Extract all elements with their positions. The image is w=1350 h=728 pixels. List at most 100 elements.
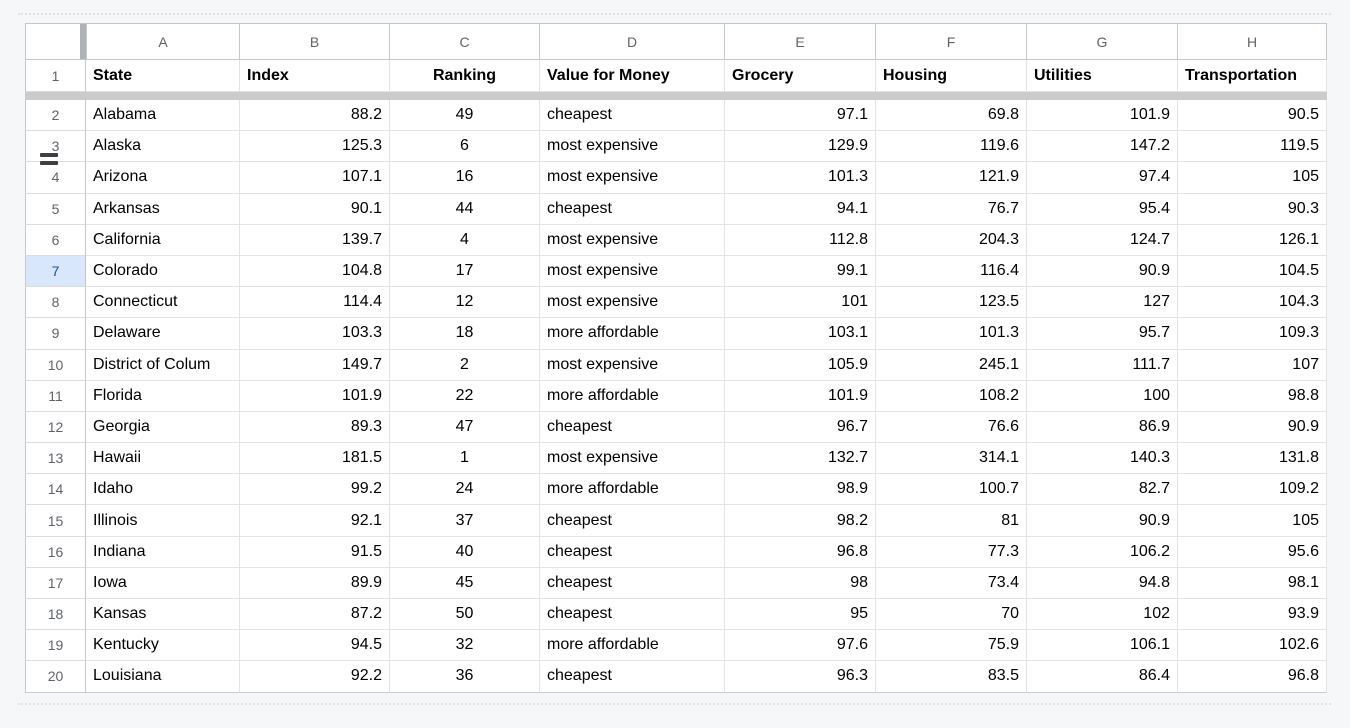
cell-B13[interactable]: 181.5 xyxy=(240,443,390,475)
cell-C5[interactable]: 44 xyxy=(390,193,540,225)
row-header-16[interactable]: 16 xyxy=(25,536,86,568)
cell-E7[interactable]: 99.1 xyxy=(725,255,876,288)
cell-A7[interactable]: Colorado xyxy=(86,255,240,288)
cell-H19[interactable]: 102.6 xyxy=(1178,630,1327,662)
cell-H8[interactable]: 104.3 xyxy=(1178,287,1327,319)
cell-C2[interactable]: 49 xyxy=(390,100,540,132)
freeze-column-handle[interactable] xyxy=(80,24,86,59)
cell-H9[interactable]: 109.3 xyxy=(1178,318,1327,350)
cell-G14[interactable]: 82.7 xyxy=(1027,474,1178,506)
cell-F3[interactable]: 119.6 xyxy=(876,131,1027,163)
cell-A20[interactable]: Louisiana xyxy=(86,661,240,693)
cell-A14[interactable]: Idaho xyxy=(86,474,240,506)
cell-F16[interactable]: 77.3 xyxy=(876,536,1027,568)
cell-D15[interactable]: cheapest xyxy=(540,505,725,537)
cell-H18[interactable]: 93.9 xyxy=(1178,599,1327,631)
cell-F19[interactable]: 75.9 xyxy=(876,630,1027,662)
row-header-20[interactable]: 20 xyxy=(25,661,86,693)
cell-G13[interactable]: 140.3 xyxy=(1027,443,1178,475)
cell-E17[interactable]: 98 xyxy=(725,567,876,599)
cell-E12[interactable]: 96.7 xyxy=(725,411,876,444)
cell-H14[interactable]: 109.2 xyxy=(1178,474,1327,506)
column-header-F[interactable]: F xyxy=(876,23,1027,60)
row-header-2[interactable]: 2 xyxy=(25,100,86,132)
cell-E19[interactable]: 97.6 xyxy=(725,630,876,662)
row-header-1[interactable]: 1 xyxy=(25,60,86,92)
cell-E3[interactable]: 129.9 xyxy=(725,131,876,163)
cell-B11[interactable]: 101.9 xyxy=(240,380,390,412)
cell-F6[interactable]: 204.3 xyxy=(876,224,1027,256)
cell-H11[interactable]: 98.8 xyxy=(1178,380,1327,412)
cell-H1[interactable]: Transportation xyxy=(1178,60,1327,92)
cell-H16[interactable]: 95.6 xyxy=(1178,536,1327,568)
cell-H12[interactable]: 90.9 xyxy=(1178,411,1327,444)
cell-C7[interactable]: 17 xyxy=(390,255,540,288)
cell-A15[interactable]: Illinois xyxy=(86,505,240,537)
cell-G5[interactable]: 95.4 xyxy=(1027,193,1178,225)
cell-G15[interactable]: 90.9 xyxy=(1027,505,1178,537)
cell-G8[interactable]: 127 xyxy=(1027,287,1178,319)
cell-E20[interactable]: 96.3 xyxy=(725,661,876,693)
cell-D10[interactable]: most expensive xyxy=(540,349,725,381)
cell-A11[interactable]: Florida xyxy=(86,380,240,412)
row-header-19[interactable]: 19 xyxy=(25,630,86,662)
cell-H17[interactable]: 98.1 xyxy=(1178,567,1327,599)
cell-B9[interactable]: 103.3 xyxy=(240,318,390,350)
cell-B19[interactable]: 94.5 xyxy=(240,630,390,662)
row-header-11[interactable]: 11 xyxy=(25,380,86,412)
cell-D18[interactable]: cheapest xyxy=(540,599,725,631)
cell-F14[interactable]: 100.7 xyxy=(876,474,1027,506)
cell-H7[interactable]: 104.5 xyxy=(1178,255,1327,288)
cell-D3[interactable]: most expensive xyxy=(540,131,725,163)
row-header-17[interactable]: 17 xyxy=(25,567,86,599)
cell-B4[interactable]: 107.1 xyxy=(240,162,390,194)
cell-B8[interactable]: 114.4 xyxy=(240,287,390,319)
cell-D12[interactable]: cheapest xyxy=(540,411,725,444)
cell-C6[interactable]: 4 xyxy=(390,224,540,256)
cell-A12[interactable]: Georgia xyxy=(86,411,240,444)
cell-H5[interactable]: 90.3 xyxy=(1178,193,1327,225)
cell-E6[interactable]: 112.8 xyxy=(725,224,876,256)
cell-D11[interactable]: more affordable xyxy=(540,380,725,412)
cell-C12[interactable]: 47 xyxy=(390,411,540,444)
cell-H4[interactable]: 105 xyxy=(1178,162,1327,194)
cell-A1[interactable]: State xyxy=(86,60,240,92)
cell-D8[interactable]: most expensive xyxy=(540,287,725,319)
cell-C3[interactable]: 6 xyxy=(390,131,540,163)
column-header-H[interactable]: H xyxy=(1178,23,1327,60)
row-header-14[interactable]: 14 xyxy=(25,474,86,506)
cell-D16[interactable]: cheapest xyxy=(540,536,725,568)
row-header-7[interactable]: 7 xyxy=(25,255,86,288)
row-resize-indicator[interactable] xyxy=(40,153,58,165)
cell-B14[interactable]: 99.2 xyxy=(240,474,390,506)
cell-C8[interactable]: 12 xyxy=(390,287,540,319)
cell-D14[interactable]: more affordable xyxy=(540,474,725,506)
cell-C17[interactable]: 45 xyxy=(390,567,540,599)
cell-F9[interactable]: 101.3 xyxy=(876,318,1027,350)
cell-F1[interactable]: Housing xyxy=(876,60,1027,92)
cell-G17[interactable]: 94.8 xyxy=(1027,567,1178,599)
cell-B17[interactable]: 89.9 xyxy=(240,567,390,599)
cell-F7[interactable]: 116.4 xyxy=(876,255,1027,288)
cell-A18[interactable]: Kansas xyxy=(86,599,240,631)
cell-B5[interactable]: 90.1 xyxy=(240,193,390,225)
cell-G19[interactable]: 106.1 xyxy=(1027,630,1178,662)
cell-F4[interactable]: 121.9 xyxy=(876,162,1027,194)
cell-F18[interactable]: 70 xyxy=(876,599,1027,631)
row-header-13[interactable]: 13 xyxy=(25,443,86,475)
cell-F10[interactable]: 245.1 xyxy=(876,349,1027,381)
cell-F2[interactable]: 69.8 xyxy=(876,100,1027,132)
cell-D13[interactable]: most expensive xyxy=(540,443,725,475)
row-header-6[interactable]: 6 xyxy=(25,224,86,256)
cell-G9[interactable]: 95.7 xyxy=(1027,318,1178,350)
cell-A10[interactable]: District of Colum xyxy=(86,349,240,381)
row-header-3[interactable]: 3 xyxy=(25,131,86,163)
cell-A6[interactable]: California xyxy=(86,224,240,256)
cell-E2[interactable]: 97.1 xyxy=(725,100,876,132)
cell-B18[interactable]: 87.2 xyxy=(240,599,390,631)
column-header-G[interactable]: G xyxy=(1027,23,1178,60)
row-header-4[interactable]: 4 xyxy=(25,162,86,194)
cell-F13[interactable]: 314.1 xyxy=(876,443,1027,475)
cell-D20[interactable]: cheapest xyxy=(540,661,725,693)
cell-D6[interactable]: most expensive xyxy=(540,224,725,256)
